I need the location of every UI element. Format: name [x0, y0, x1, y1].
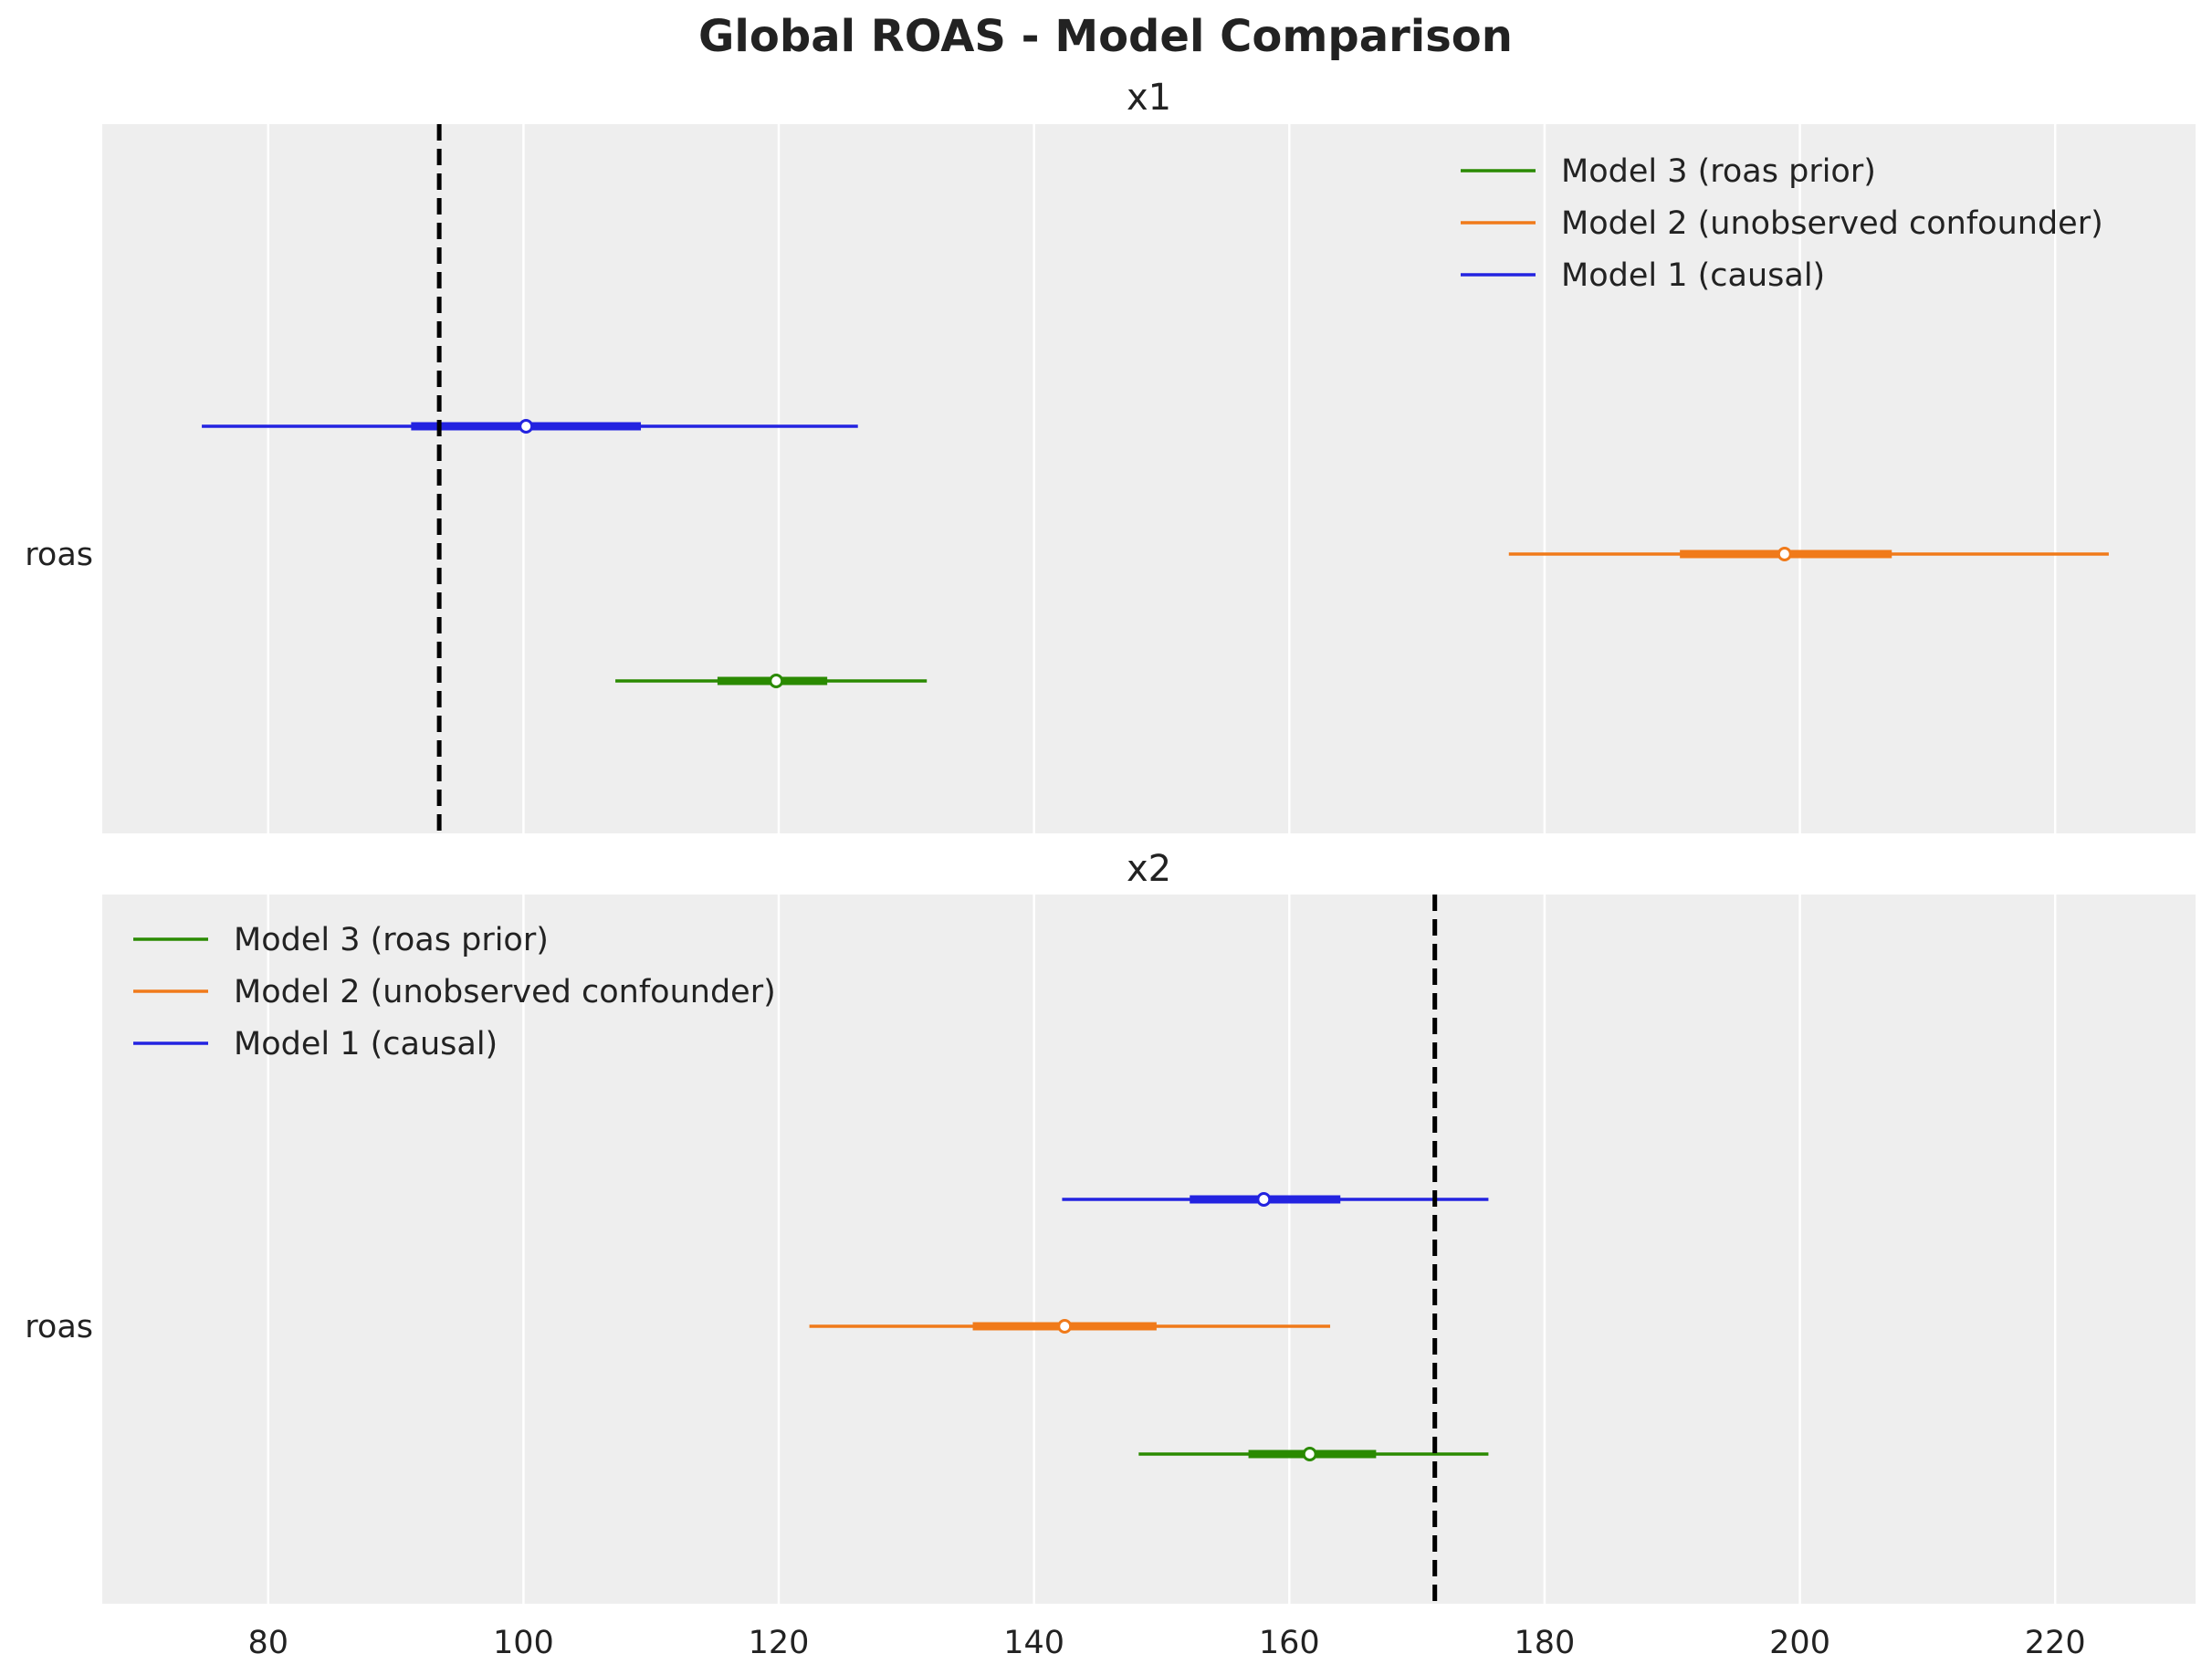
- x-tick-label-80: 80: [247, 1625, 288, 1661]
- panel-1-legend-label-2: Model 2 (unobserved confounder): [1561, 205, 2103, 242]
- panel-1-legend-label-1: Model 3 (roas prior): [1561, 153, 1876, 190]
- panel-2-legend-label-2: Model 2 (unobserved confounder): [234, 974, 776, 1010]
- x-tick-label-200: 200: [1769, 1625, 1830, 1661]
- x-tick-label-160: 160: [1259, 1625, 1320, 1661]
- panel-1-background: [102, 124, 2196, 833]
- x-tick-label-220: 220: [2025, 1625, 2086, 1661]
- panel-1-title: x1: [1127, 77, 1171, 119]
- panel-2-series-1-median-point: [1256, 1192, 1272, 1207]
- panel-2-legend-label-1: Model 3 (roas prior): [234, 922, 549, 958]
- x-tick-label-100: 100: [493, 1625, 554, 1661]
- x-tick-label-140: 140: [1003, 1625, 1064, 1661]
- panel-2-title: x2: [1127, 848, 1171, 890]
- panel-2-y-tick-label: roas: [25, 1309, 93, 1345]
- panel-1-series-3-median-point: [769, 674, 784, 688]
- panel-2-series-2-median-point: [1057, 1319, 1073, 1334]
- chart-title: Global ROAS - Model Comparison: [698, 11, 1513, 62]
- x-tick-label-120: 120: [749, 1625, 810, 1661]
- x-tick-label-180: 180: [1515, 1625, 1576, 1661]
- panel-2-series-3-median-point: [1302, 1447, 1317, 1461]
- panel-1-series-2-median-point: [1777, 547, 1792, 561]
- panel-2-background: [102, 895, 2196, 1604]
- panel-1-series-1-median-point: [519, 419, 534, 434]
- panel-2-legend-label-3: Model 1 (causal): [234, 1026, 498, 1062]
- panel-1-legend-label-3: Model 1 (causal): [1561, 257, 1825, 294]
- panel-1-y-tick-label: roas: [25, 537, 93, 573]
